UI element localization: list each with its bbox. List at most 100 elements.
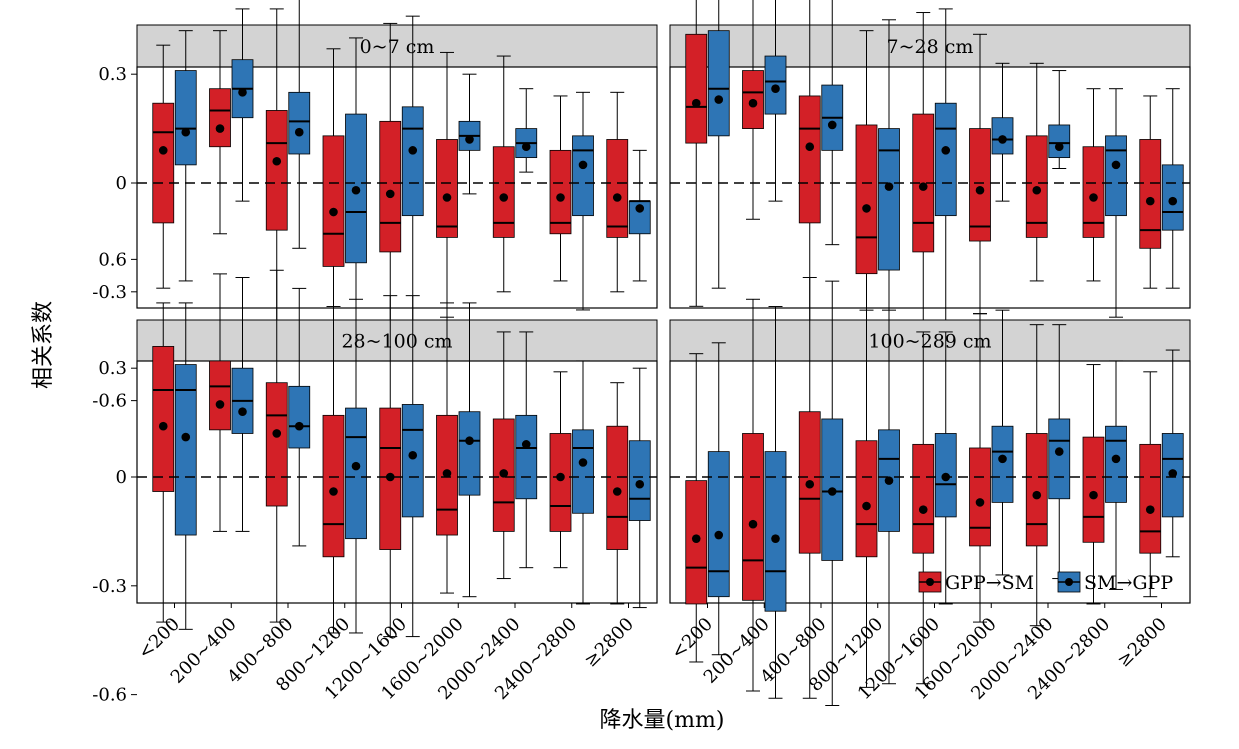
mean-point: [408, 450, 418, 460]
mean-point: [385, 189, 395, 199]
box-body: [1082, 146, 1105, 238]
mean-point: [578, 458, 588, 467]
box-body: [855, 124, 878, 275]
mean-point: [329, 487, 338, 496]
box-sm-gpp: [1105, 88, 1127, 318]
box-body: [458, 411, 481, 496]
mean-point: [862, 204, 871, 213]
mean-point: [408, 146, 418, 155]
box-body: [152, 346, 175, 492]
box-body: [912, 443, 935, 554]
box-body: [798, 95, 821, 224]
mean-point: [714, 95, 724, 104]
box-body: [515, 414, 538, 500]
box-body: [174, 364, 197, 536]
x-tick-label: ≥2800: [1113, 614, 1171, 672]
box-body: [549, 149, 572, 235]
y-tick-label: -0.3: [92, 282, 127, 303]
mean-point: [1089, 490, 1098, 500]
mean-point: [1145, 196, 1155, 206]
box-gpp-sm: [322, 306, 345, 634]
panel-strip: [669, 319, 1191, 362]
box-sm-gpp: [821, 280, 844, 707]
box-body: [878, 128, 900, 271]
y-tick-label: 0: [116, 173, 127, 194]
box-gpp-sm: [436, 302, 458, 594]
panel-title: 100~289 cm: [868, 331, 991, 353]
box-gpp-sm: [549, 371, 572, 569]
mean-point: [612, 487, 622, 496]
box-gpp-sm: [742, 298, 764, 692]
y-tick-label: -0.3: [92, 576, 127, 597]
box-gpp-sm: [1082, 364, 1105, 605]
box-body: [174, 70, 197, 166]
box-gpp-sm: [152, 44, 175, 289]
box-body: [265, 110, 288, 231]
box-body: [1139, 443, 1162, 554]
box-body: [265, 382, 288, 507]
mean-point: [918, 182, 928, 191]
box-body: [764, 451, 787, 612]
mean-point: [351, 185, 361, 195]
box-gpp-sm: [492, 331, 515, 580]
box-body: [934, 102, 957, 217]
mean-point: [181, 432, 191, 442]
box-gpp-sm: [969, 33, 991, 315]
y-tick-label: -0.6: [92, 391, 127, 412]
mean-point: [1111, 454, 1121, 464]
mean-point: [805, 142, 815, 152]
box-sm-gpp: [707, 342, 730, 656]
box-gpp-sm: [969, 313, 991, 623]
box-gpp-sm: [209, 273, 231, 532]
box-body: [685, 33, 708, 144]
mean-point: [499, 469, 509, 478]
mean-point: [827, 120, 837, 130]
box-sm-gpp: [1161, 88, 1184, 289]
panel-strip: [136, 319, 658, 362]
mean-point: [499, 193, 509, 202]
mean-point: [465, 135, 474, 144]
mean-point: [635, 479, 645, 489]
y-axis-title: 相关系数: [31, 301, 56, 389]
box-gpp-sm: [436, 51, 458, 318]
mean-point: [238, 88, 247, 97]
mean-point: [691, 98, 701, 108]
box-gpp-sm: [606, 382, 629, 605]
box-gpp-sm: [742, 0, 764, 220]
panel-2: 7~28 cm: [669, 0, 1191, 365]
box-sm-gpp: [707, 0, 730, 289]
legend-swatch-point: [1065, 578, 1073, 586]
box-gpp-sm: [209, 30, 231, 235]
mean-point: [975, 185, 985, 195]
mean-point: [771, 84, 780, 93]
box-gpp-sm: [1082, 88, 1105, 282]
box-gpp-sm: [549, 95, 572, 282]
box-gpp-sm: [1025, 62, 1048, 282]
mean-point: [1168, 196, 1178, 206]
box-sm-gpp: [934, 331, 957, 605]
mean-point: [385, 472, 395, 482]
legend-label: SM→GPP: [1084, 572, 1173, 594]
box-sm-gpp: [345, 298, 367, 634]
box-gpp-sm: [265, 269, 288, 623]
mean-point: [748, 98, 758, 108]
box-sm-gpp: [401, 295, 424, 638]
box-sm-gpp: [878, 309, 900, 685]
box-body: [322, 414, 345, 558]
mean-point: [215, 400, 225, 409]
panel-strip: [136, 24, 658, 68]
mean-point: [238, 407, 247, 417]
box-body: [209, 88, 231, 148]
mean-point: [1168, 469, 1178, 478]
box-sm-gpp: [1105, 360, 1127, 590]
box-body: [288, 91, 311, 155]
box-body: [288, 385, 311, 449]
box-body: [707, 451, 730, 598]
box-body: [969, 128, 991, 242]
box-gpp-sm: [152, 302, 175, 623]
panel-strip: [669, 24, 1191, 68]
box-gpp-sm: [798, 277, 821, 699]
mean-point: [556, 193, 565, 202]
